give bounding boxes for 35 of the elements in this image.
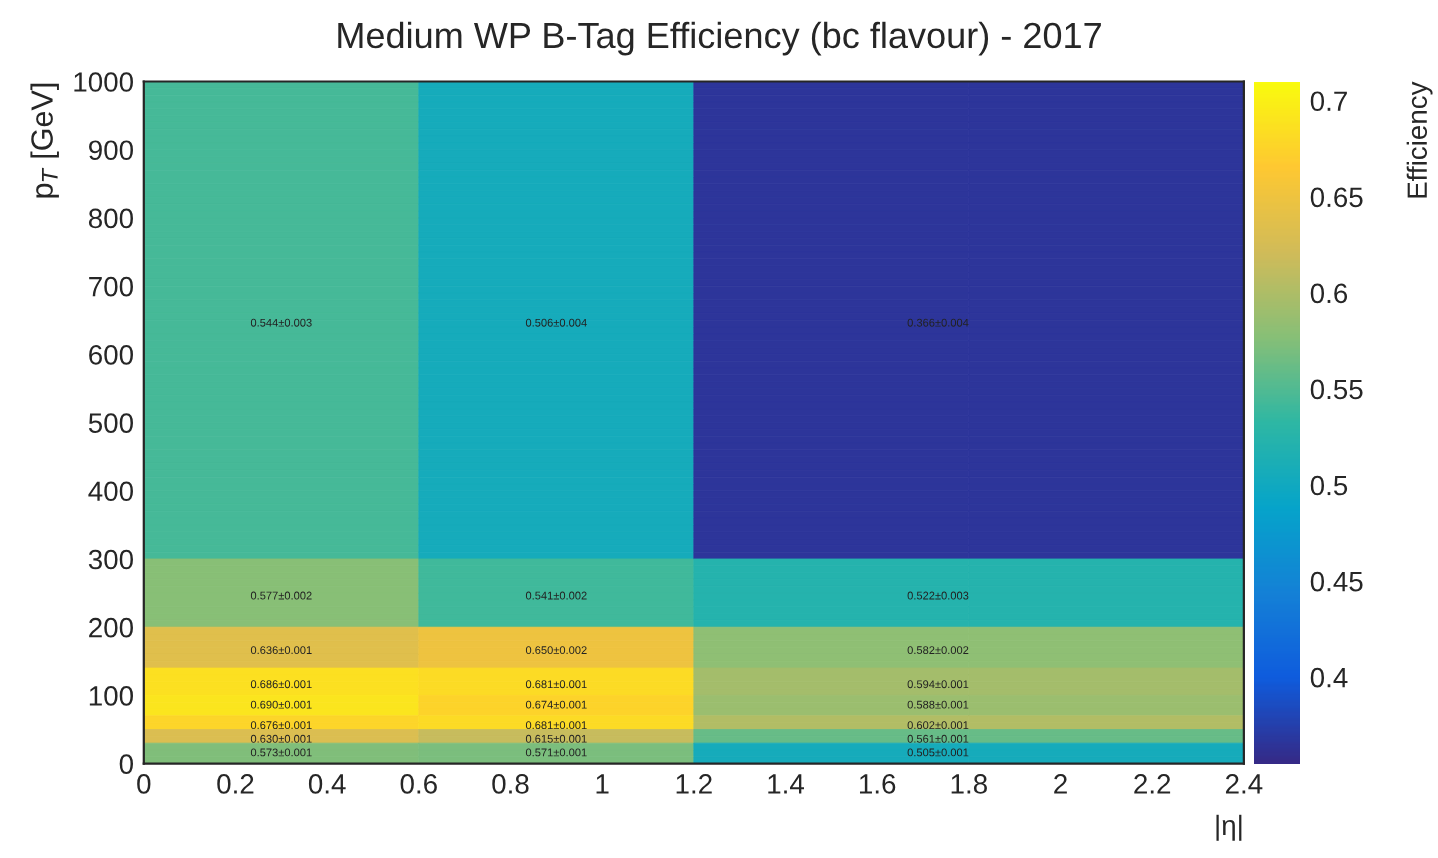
color-bar-label: 0.55	[1310, 379, 1363, 400]
color-bar-label: 0.6	[1310, 283, 1348, 304]
x-axis-title: |η|	[1216, 814, 1242, 841]
color-bar-title: Efficiency	[1406, 81, 1433, 198]
x-tick-label: 0.2	[217, 774, 254, 794]
x-tick-label: 1	[596, 774, 609, 794]
y-tick-label: 500	[88, 413, 133, 433]
y-tick-label: 600	[89, 345, 133, 365]
color-bar-label: 0.4	[1310, 667, 1348, 688]
x-tick-label: 0.8	[492, 774, 529, 794]
x-tick-label: 0.6	[400, 774, 437, 794]
y-tick-label: 200	[89, 617, 133, 638]
color-bar-label: 0.65	[1310, 187, 1363, 208]
x-tick-label: 1.4	[768, 774, 804, 794]
x-tick-label: 2	[1054, 774, 1067, 794]
y-tick-label: 700	[89, 276, 133, 297]
x-tick-label: 1.8	[951, 774, 987, 794]
x-tick-label: 0	[137, 774, 151, 794]
x-tick-label: 1.6	[859, 774, 896, 794]
color-bar-label: 0.5	[1310, 475, 1348, 496]
y-tick-label: 300	[88, 549, 133, 570]
x-tick-label: 2.4	[1225, 774, 1263, 794]
y-tick-label: 400	[88, 481, 133, 502]
x-tick-label: 2.2	[1134, 774, 1171, 794]
x-tick-label: 0.4	[308, 774, 346, 794]
y-tick-label: 800	[88, 208, 133, 229]
y-tick-label: 1000	[74, 72, 133, 92]
x-tick-label: 1.2	[676, 774, 712, 794]
y-tick-label: 100	[89, 686, 133, 706]
chart-title: Medium WP B-Tag Efficiency (bc flavour) - 2017	[338, 21, 1101, 56]
y-axis-title: p$_{T}$ [GeV]	[30, 83, 59, 198]
y-tick-label: 900	[89, 140, 133, 161]
y-tick-label: 0	[119, 754, 133, 774]
color-bar-label: 0.45	[1310, 571, 1363, 592]
color-bar-label: 0.7	[1310, 91, 1347, 112]
